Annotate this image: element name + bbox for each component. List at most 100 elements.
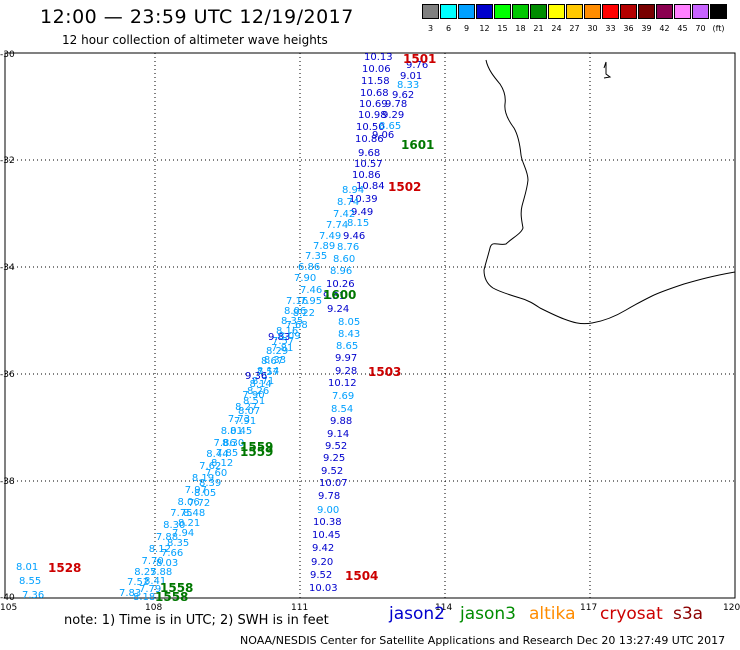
wave-height-value: 8.30 <box>163 520 186 532</box>
longitude-label: 114 <box>435 603 453 613</box>
color-scale-swatch <box>566 4 583 19</box>
pass-time-label: 1559 <box>240 445 274 459</box>
color-scale-label: 39 <box>641 24 652 33</box>
color-scale-label: 45 <box>677 24 688 33</box>
wave-height-value: 9.24 <box>327 304 350 315</box>
wave-height-value: 7.46 <box>300 285 323 296</box>
pass-time-label: 1503 <box>368 365 402 379</box>
credit-line: NOAA/NESDIS Center for Satellite Applica… <box>240 634 726 647</box>
color-scale-swatch <box>602 4 619 19</box>
color-scale-swatch <box>476 4 493 19</box>
wave-height-value: 8.30 <box>222 438 245 449</box>
color-scale-swatch <box>494 4 511 19</box>
wave-height-value: 9.00 <box>317 505 340 516</box>
wave-height-value: 8.54 <box>331 404 354 415</box>
wave-height-value: 7.90 <box>242 390 265 402</box>
wave-height-value: 10.45 <box>312 530 341 541</box>
color-scale-label: 70 <box>695 24 706 33</box>
wave-height-value: 8.03 <box>156 558 179 569</box>
wave-height-value: 10.06 <box>362 64 391 75</box>
color-scale-swatch <box>440 4 457 19</box>
wave-height-value: 8.18 <box>133 592 156 603</box>
wave-height-value: 9.78 <box>385 99 408 110</box>
wave-height-value: 8.51 <box>243 396 266 407</box>
color-scale-swatch <box>656 4 673 19</box>
color-scale-swatch <box>530 4 547 19</box>
wave-height-value: 9.52 <box>321 466 344 477</box>
wave-height-value: 8.45 <box>230 426 253 437</box>
wave-height-value: 9.25 <box>323 453 346 464</box>
wave-height-value: 9.68 <box>358 148 381 159</box>
page-subtitle: 12 hour collection of altimeter wave hei… <box>62 33 328 47</box>
color-scale-label: 27 <box>569 24 580 33</box>
map-grid <box>5 53 735 598</box>
wave-height-value: 10.39 <box>349 194 378 205</box>
wave-height-value: 10.13 <box>364 52 393 63</box>
wave-height-value: 10.12 <box>328 378 357 389</box>
wave-height-value: 8.65 <box>336 341 359 352</box>
wave-height-value: 7.85 <box>216 448 239 459</box>
wave-height-value: 8.22 <box>292 307 315 319</box>
color-scale-swatch <box>710 4 727 19</box>
longitude-label: 108 <box>145 603 163 613</box>
wave-height-value: 9.14 <box>327 429 350 440</box>
pass-time-label: 1502 <box>388 180 422 194</box>
wave-height-value: 8.96 <box>330 266 353 277</box>
wave-height-value: 8.71 <box>252 376 275 387</box>
wave-height-value: 7.62 <box>199 461 222 473</box>
longitude-label: 111 <box>291 603 309 613</box>
legend-jason2: jason2 <box>389 604 445 624</box>
color-scale-label: 36 <box>623 24 634 33</box>
latitude-label: -34 <box>0 263 15 273</box>
wave-height-value: 7.72 <box>188 498 211 509</box>
wave-height-value: 7.60 <box>205 468 228 479</box>
wave-height-value: 7.35 <box>305 251 328 262</box>
wave-height-value: 8.07 <box>238 406 261 417</box>
coastline-australia <box>483 59 736 325</box>
wave-height-value: 9.29 <box>382 110 405 121</box>
pass-time-label: 1600 <box>323 288 357 302</box>
wave-height-value: 8.43 <box>338 329 361 340</box>
color-scale-label: 6 <box>445 24 452 33</box>
color-scale-label: (ft) <box>712 24 725 33</box>
wave-height-value: 8.16 <box>276 326 299 337</box>
wave-height-value: 10.26 <box>326 279 355 290</box>
color-scale-swatch <box>422 4 439 19</box>
color-scale-swatch <box>548 4 565 19</box>
pass-time-label: 1558 <box>155 590 189 604</box>
map-frame <box>4 52 736 599</box>
wave-height-value: 7.70 <box>141 555 164 567</box>
color-scale-label: 24 <box>551 24 562 33</box>
wave-height-value: 8.41 <box>144 576 167 587</box>
wave-height-value: 8.12 <box>211 458 234 469</box>
wave-height-value: 7.36 <box>22 590 45 601</box>
color-scale-label: 12 <box>479 24 490 33</box>
coastline-island <box>603 61 612 79</box>
color-scale-label: 33 <box>605 24 616 33</box>
wave-height-value: 8.01 <box>16 562 39 573</box>
wave-height-value: 10.03 <box>309 583 338 594</box>
wave-height-value: 7.75 <box>170 508 193 520</box>
wave-height-value: 8.65 <box>379 121 402 132</box>
wave-height-value: 8.33 <box>263 355 287 366</box>
wave-height-value: 7.91 <box>234 416 257 427</box>
wave-height-value: 9.42 <box>312 543 335 554</box>
wave-height-value: 8.48 <box>183 508 206 519</box>
latitude-label: -30 <box>0 50 15 60</box>
wave-height-value: 10.57 <box>354 159 383 170</box>
wave-height-value: 9.06 <box>372 130 395 141</box>
wave-height-value: 8.55 <box>19 576 42 587</box>
wave-height-value: 8.12 <box>148 543 171 555</box>
wave-height-value: 7.86 <box>213 437 236 449</box>
wave-height-value: 8.14 <box>257 366 280 377</box>
wave-height-value: 7.90 <box>294 273 317 284</box>
wave-height-value: 7.74 <box>326 220 349 231</box>
wave-height-value: 8.21 <box>178 518 201 529</box>
wave-height-value: 8.05 <box>338 317 361 328</box>
wave-height-value: 9.83 <box>268 332 291 343</box>
wave-height-value: 7.57 <box>272 336 295 347</box>
wave-height-value: 8.76 <box>337 242 360 253</box>
color-scale-swatch <box>512 4 529 19</box>
latitude-label: -40 <box>0 593 15 603</box>
wave-height-value: 8.94 <box>342 185 365 196</box>
